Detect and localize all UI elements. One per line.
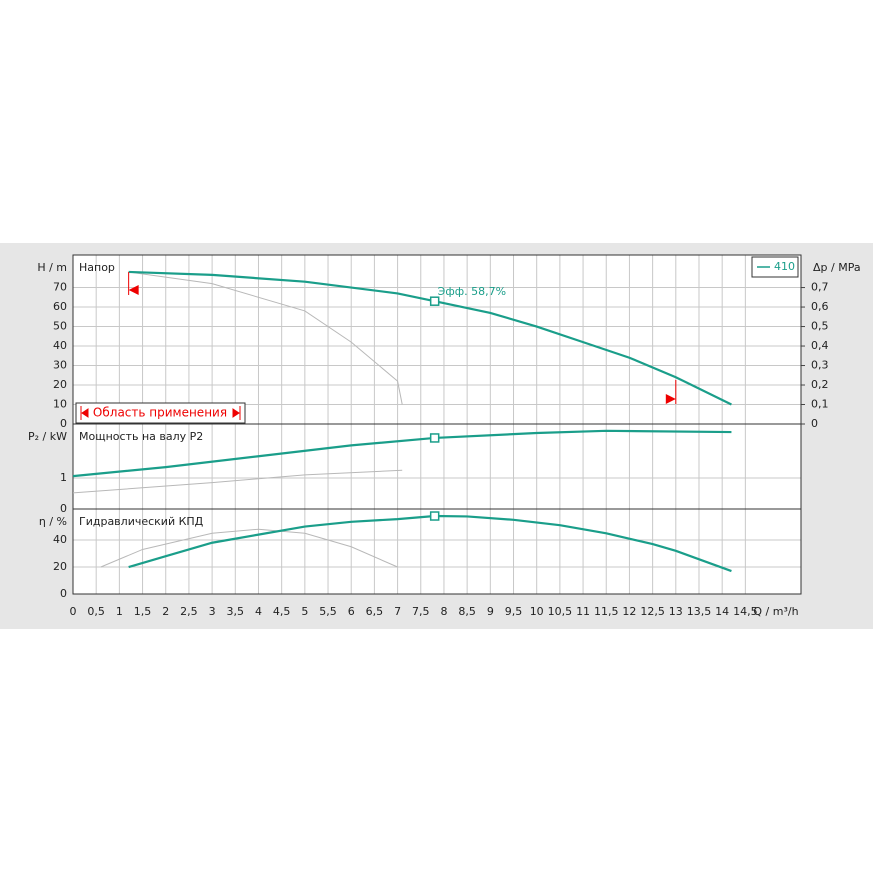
y-tick-label: 50 — [53, 320, 67, 333]
panel-title: Гидравлический КПД — [79, 515, 204, 528]
x-tick-label: 9,5 — [505, 605, 523, 618]
y-tick-label: 20 — [53, 378, 67, 391]
x-tick-label: 0,5 — [87, 605, 105, 618]
y2-tick-label: 0,7 — [811, 281, 829, 294]
x-tick-label: 2 — [162, 605, 169, 618]
x-tick-label: 5,5 — [319, 605, 337, 618]
x-tick-label: 11 — [576, 605, 590, 618]
y-tick-label: 30 — [53, 359, 67, 372]
panel-frame — [72, 508, 802, 595]
legend-label: 410 — [774, 260, 795, 273]
annotation: Эфф. 58,7% — [438, 285, 506, 298]
x-tick-label: 6 — [348, 605, 355, 618]
curve — [128, 270, 732, 406]
legend-box — [751, 256, 799, 278]
x-tick-label: 5 — [301, 605, 308, 618]
x-tick-label: 12 — [622, 605, 636, 618]
y2-tick-label: 0,1 — [811, 398, 829, 411]
curve — [72, 429, 732, 478]
range-arrow — [128, 285, 139, 295]
x-tick-label: 1,5 — [134, 605, 152, 618]
range-box-arrows — [80, 406, 241, 420]
x-tick-label: 9 — [487, 605, 494, 618]
range-label: Область применения — [93, 406, 227, 420]
x-tick-label: 11,5 — [594, 605, 619, 618]
x-tick-label: 3 — [209, 605, 216, 618]
x-tick-label: 4 — [255, 605, 262, 618]
x-axis-label: Q / m³/h — [753, 605, 798, 618]
y-tick-label: 60 — [53, 300, 67, 313]
duty-point — [429, 433, 440, 443]
x-tick-label: 0 — [70, 605, 77, 618]
x-tick-label: 10,5 — [548, 605, 573, 618]
x-tick-label: 8 — [440, 605, 447, 618]
curve — [72, 469, 403, 494]
x-tick-label: 10 — [530, 605, 544, 618]
x-tick-label: 13 — [669, 605, 683, 618]
y2-axis-label: Δp / MPa — [813, 261, 861, 274]
y2-tick-label: 0,6 — [811, 300, 829, 313]
y2-tick-label: 0,3 — [811, 359, 829, 372]
panel-title: Напор — [79, 261, 115, 274]
y-tick-label: 0 — [60, 417, 67, 430]
y2-tick-label: 0 — [811, 417, 818, 430]
duty-point — [429, 511, 440, 521]
range-box — [75, 402, 246, 424]
y-axis-label: H / m — [37, 261, 67, 274]
panel-title: Мощность на валу P2 — [79, 430, 203, 443]
x-tick-label: 1 — [116, 605, 123, 618]
y-tick-label: 70 — [53, 281, 67, 294]
y2-tick-label: 0,4 — [811, 339, 829, 352]
x-tick-label: 8,5 — [458, 605, 476, 618]
x-tick-label: 2,5 — [180, 605, 198, 618]
y-tick-label: 1 — [60, 471, 67, 484]
y2-tick-label: 0,5 — [811, 320, 829, 333]
y-tick-label: 10 — [53, 398, 67, 411]
y-tick-label: 40 — [53, 533, 67, 546]
y-tick-label: 0 — [60, 502, 67, 515]
x-tick-label: 7,5 — [412, 605, 430, 618]
x-tick-label: 7 — [394, 605, 401, 618]
y-tick-label: 40 — [53, 339, 67, 352]
curve — [128, 271, 403, 405]
y-axis-label: η / % — [39, 515, 67, 528]
curve — [100, 528, 398, 568]
duty-point — [429, 296, 440, 306]
x-tick-label: 3,5 — [227, 605, 245, 618]
y-tick-label: 20 — [53, 560, 67, 573]
x-tick-label: 14,5 — [733, 605, 758, 618]
x-tick-label: 4,5 — [273, 605, 291, 618]
x-tick-label: 6,5 — [366, 605, 384, 618]
range-arrow — [665, 394, 676, 404]
y2-tick-label: 0,2 — [811, 378, 829, 391]
x-tick-label: 12,5 — [640, 605, 665, 618]
x-tick-label: 14 — [715, 605, 729, 618]
y-tick-label: 0 — [60, 587, 67, 600]
y-axis-label: P₂ / kW — [28, 430, 67, 443]
x-tick-label: 13,5 — [687, 605, 712, 618]
